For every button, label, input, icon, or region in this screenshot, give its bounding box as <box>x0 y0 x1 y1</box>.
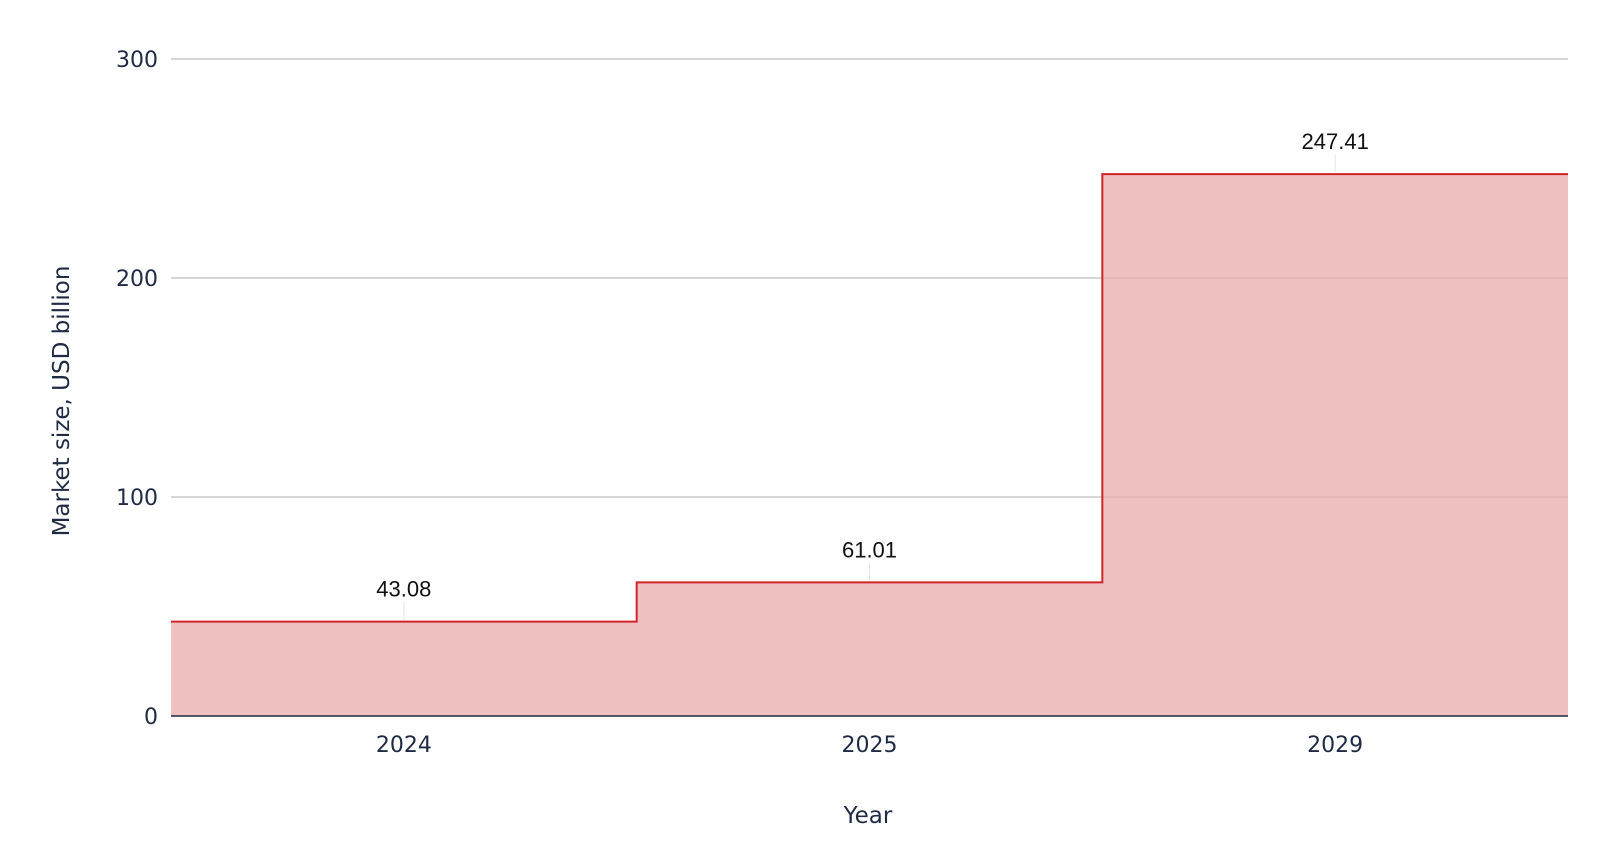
y-axis-title: Market size, USD billion <box>49 266 75 537</box>
y-tick-label: 100 <box>116 486 158 511</box>
plot-area <box>171 58 1568 717</box>
market-size-step-line <box>171 173 1568 623</box>
x-tick-label-2024: 2024 <box>376 733 432 758</box>
y-tick-label: 300 <box>116 48 158 73</box>
x-axis-ticks: 2024 2025 2029 <box>376 733 1363 758</box>
data-label-2024: 43.08 <box>376 577 431 602</box>
x-tick-label-2029: 2029 <box>1307 733 1363 758</box>
x-axis-title: Year <box>843 803 893 829</box>
market-size-area <box>171 174 1568 716</box>
y-tick-label: 200 <box>116 267 158 292</box>
y-axis-ticks: 0 100 200 300 <box>116 48 158 730</box>
data-label-2029: 247.41 <box>1302 129 1369 154</box>
data-label-2025: 61.01 <box>842 537 897 562</box>
data-labels: 43.08 61.01 247.41 <box>376 129 1369 620</box>
y-tick-label: 0 <box>144 705 158 730</box>
x-tick-label-2025: 2025 <box>842 733 898 758</box>
